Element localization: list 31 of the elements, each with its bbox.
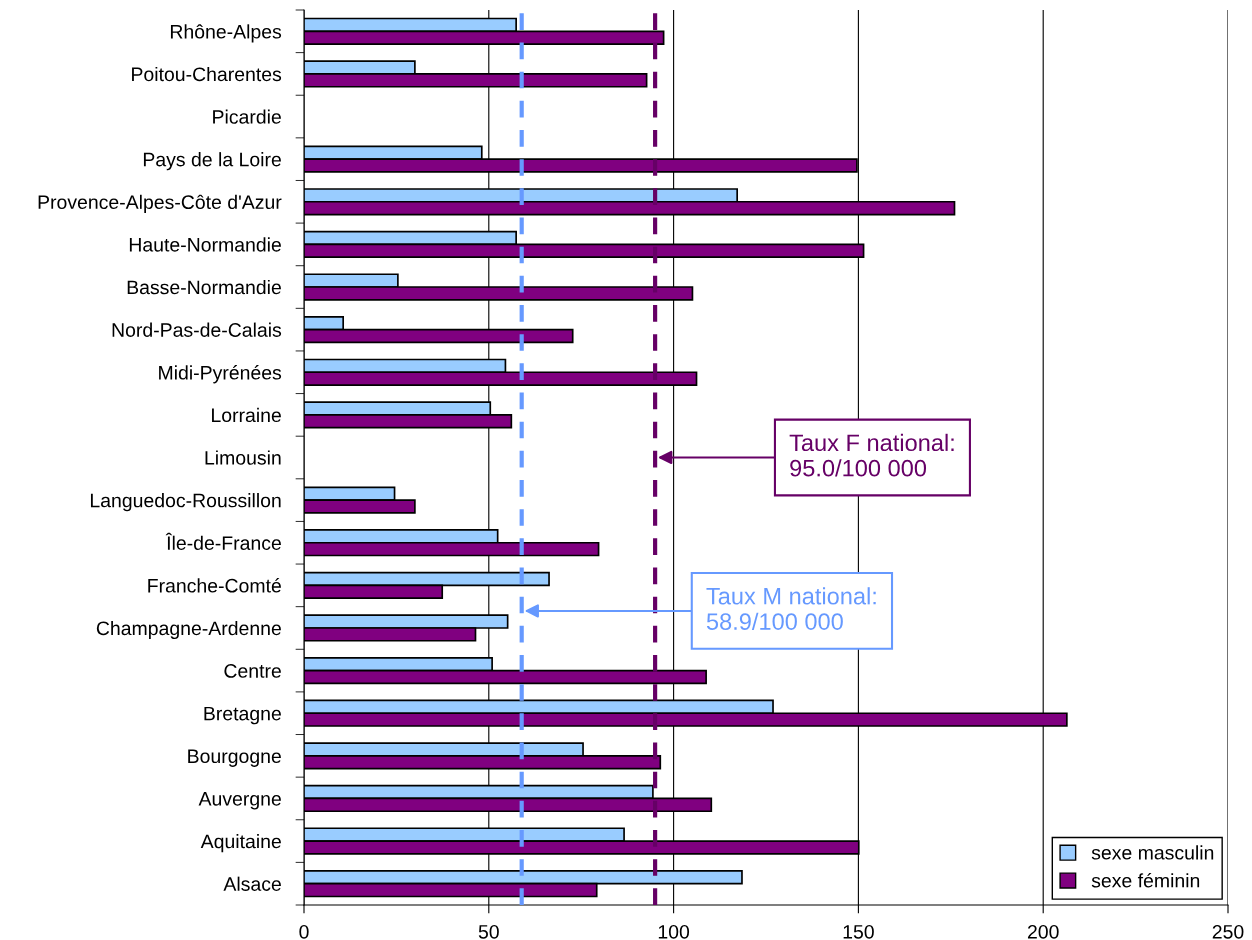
legend-label: sexe masculin bbox=[1091, 845, 1214, 860]
x-tick-label: 200 bbox=[1027, 924, 1059, 939]
legend-label: sexe féminin bbox=[1091, 873, 1200, 888]
y-tick-label: Languedoc-Roussillon bbox=[90, 493, 281, 512]
y-tick-label: Alsace bbox=[223, 876, 281, 891]
ref-line-label: Taux M national: 58.9/100 000 bbox=[706, 587, 876, 630]
ref-line-label: Taux F national: 95.0/100 000 bbox=[789, 433, 954, 477]
y-tick-label: Lorraine bbox=[212, 407, 281, 423]
y-tick-label: Provence-Alpes-Côte d'Azur bbox=[38, 194, 282, 213]
y-tick-label: Centre bbox=[224, 664, 281, 678]
x-tick-label: 50 bbox=[478, 924, 499, 939]
x-tick-label: 100 bbox=[658, 924, 690, 939]
y-tick-label: Midi-Pyrénées bbox=[159, 365, 282, 384]
y-tick-label: Auvergne bbox=[198, 792, 281, 810]
x-tick-label: 0 bbox=[299, 924, 309, 939]
y-tick-label: Bourgogne bbox=[188, 749, 281, 767]
y-tick-label: Rhône-Alpes bbox=[170, 24, 282, 43]
y-tick-label: Nord-Pas-de-Calais bbox=[112, 322, 282, 337]
y-tick-label: Picardie bbox=[213, 109, 281, 124]
y-tick-label: Basse-Normandie bbox=[127, 279, 281, 295]
y-tick-label: Bretagne bbox=[204, 706, 281, 725]
y-tick-label: Limousin bbox=[205, 450, 281, 465]
y-tick-label: Aquitaine bbox=[200, 834, 281, 853]
y-tick-label: Île-de-France bbox=[165, 532, 281, 550]
y-tick-label: Pays de la Loire bbox=[143, 152, 281, 171]
y-tick-label: Haute-Normandie bbox=[129, 237, 281, 252]
x-tick-label: 150 bbox=[843, 924, 874, 939]
y-tick-label: Poitou-Charentes bbox=[132, 66, 282, 82]
y-tick-label: Franche-Comté bbox=[148, 578, 281, 593]
y-tick-label: Champagne-Ardenne bbox=[96, 620, 281, 640]
x-tick-label: 250 bbox=[1212, 924, 1244, 939]
